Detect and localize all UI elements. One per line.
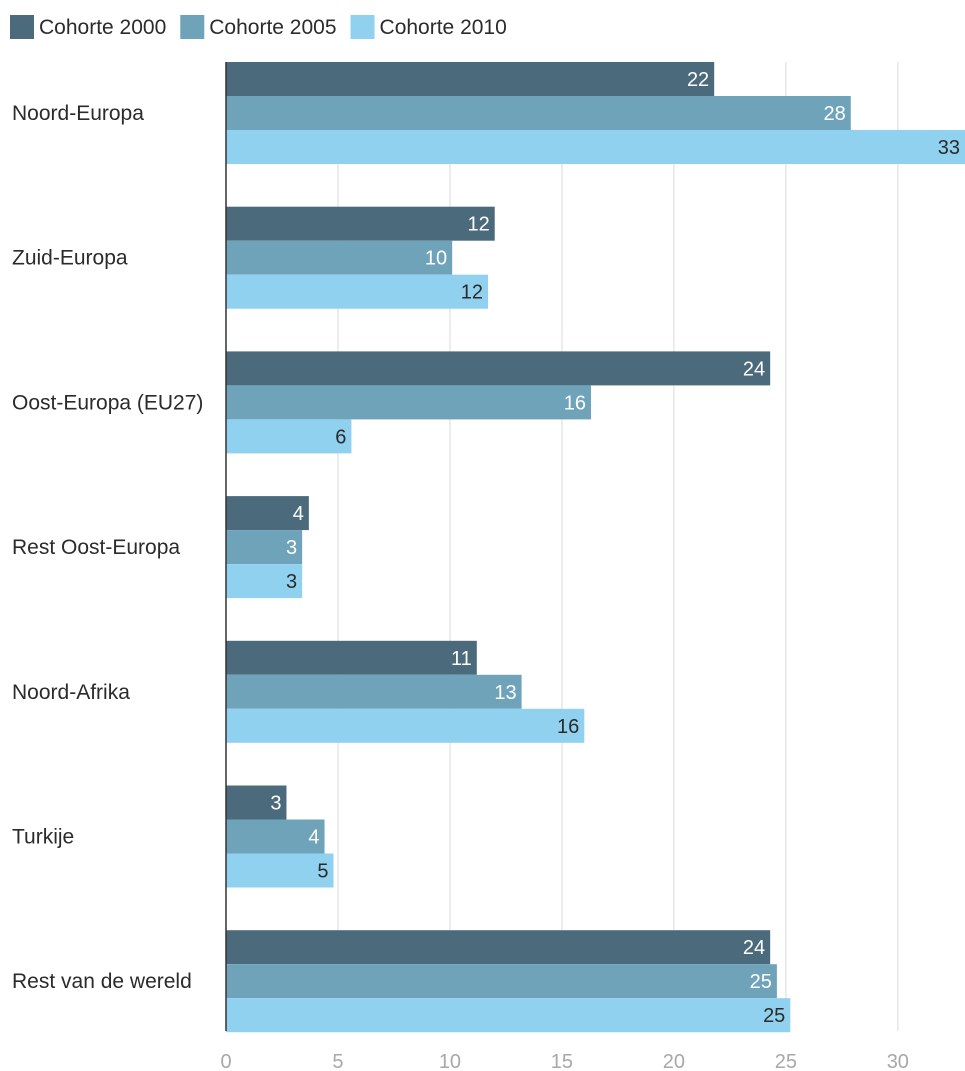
bar: [226, 206, 495, 241]
bar: [226, 530, 303, 565]
category-label: Zuid-Europa: [12, 247, 128, 270]
legend-label: Cohorte 2000: [39, 16, 166, 39]
legend: Cohorte 2000 Cohorte 2005 Cohorte 2010: [10, 15, 507, 39]
bar-value-label: 11: [451, 648, 472, 670]
bar-value-label: 28: [824, 103, 846, 125]
bar: [226, 819, 325, 854]
bar: [226, 385, 592, 420]
bar: [226, 419, 352, 454]
bar-value-label: 5: [317, 861, 328, 883]
bar: [226, 62, 715, 96]
bar: [226, 496, 309, 531]
bar: [226, 674, 522, 709]
bar-value-label: 3: [286, 537, 297, 559]
bar: [226, 564, 303, 599]
bar-value-label: 3: [270, 793, 281, 815]
category-label: Rest Oost-Europa: [12, 536, 180, 559]
x-tick-label: 20: [663, 1051, 685, 1071]
x-tick-label: 25: [775, 1051, 797, 1071]
bar: [226, 130, 965, 164]
category-label: Oost-Europa (EU27): [12, 391, 203, 414]
bar: [226, 96, 851, 130]
bar-value-label: 12: [467, 214, 489, 236]
legend-swatch: [10, 15, 34, 39]
legend-swatch: [180, 15, 205, 39]
category-label: Rest van de wereld: [12, 970, 192, 993]
bar: [226, 351, 771, 386]
bar-value-label: 16: [557, 716, 579, 738]
x-tick-label: 0: [220, 1051, 231, 1071]
bar-value-label: 25: [763, 1005, 785, 1027]
bar-value-label: 13: [494, 682, 516, 704]
bar-value-label: 16: [564, 392, 586, 414]
bar-value-label: 3: [286, 571, 297, 593]
bar: [226, 240, 453, 275]
category-label: Noord-Europa: [12, 102, 144, 125]
bar-value-label: 4: [308, 827, 319, 849]
bar-value-label: 24: [743, 358, 765, 380]
bar-value-label: 10: [425, 248, 447, 270]
bar-value-label: 25: [750, 971, 772, 993]
bar: [226, 853, 334, 888]
x-tick-label: 30: [887, 1051, 909, 1071]
bar-value-label: 6: [335, 426, 346, 448]
bar: [226, 964, 777, 999]
bar-value-label: 24: [743, 937, 765, 959]
x-tick-label: 10: [439, 1051, 461, 1071]
legend-label: Cohorte 2005: [209, 16, 336, 39]
bar: [226, 998, 791, 1033]
bar-value-label: 33: [938, 137, 960, 159]
bar: [226, 785, 287, 820]
category-label: Noord-Afrika: [12, 681, 130, 704]
x-tick-label: 15: [551, 1051, 573, 1071]
bar: [226, 930, 771, 965]
category-label: Turkije: [12, 826, 74, 849]
x-axis-ticks: 0 5 10 15 20 25 30: [220, 1051, 909, 1071]
x-tick-label: 5: [332, 1051, 343, 1071]
category-labels: Noord-Europa Zuid-Europa Oost-Europa (EU27…: [12, 102, 203, 993]
bar-value-label: 4: [293, 503, 304, 525]
bar: [226, 274, 489, 309]
legend-swatch: [350, 15, 375, 39]
bar: [226, 708, 585, 743]
bar-value-label: 22: [687, 69, 709, 91]
bar-value-label: 12: [461, 282, 483, 304]
legend-label: Cohorte 2010: [380, 16, 507, 39]
bar: [226, 640, 477, 675]
